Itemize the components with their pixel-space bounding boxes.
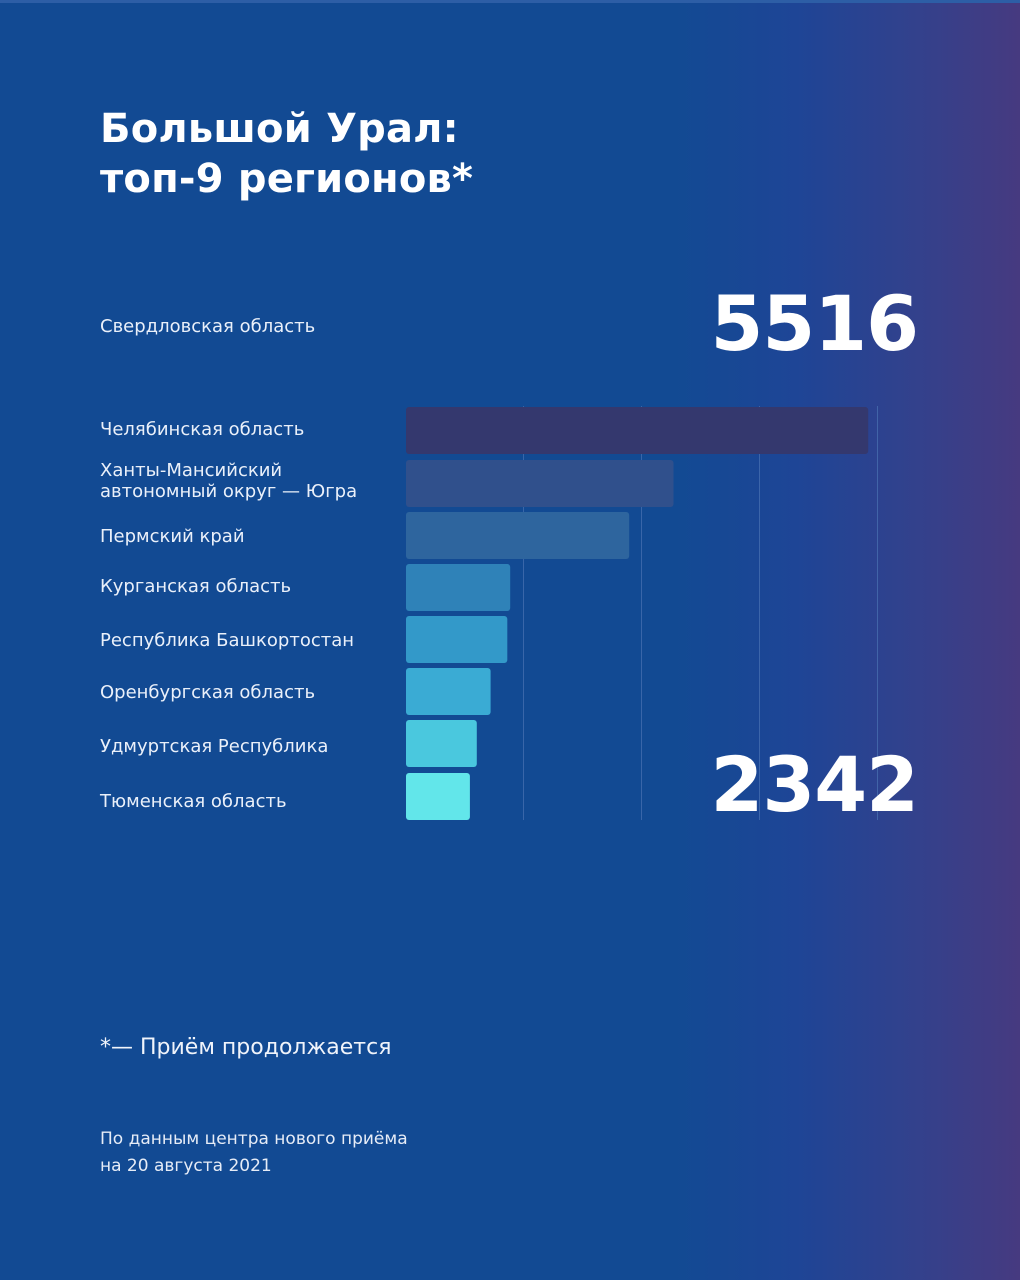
bar-6: [406, 668, 491, 715]
source-note: По данным центра нового приёма на 20 авг…: [100, 1126, 408, 1180]
bar-chart: [406, 406, 878, 820]
region-label-hmao-line-2: автономный округ — Югра: [100, 481, 358, 502]
top-border: [0, 0, 1020, 3]
big-number-2342: 2342: [710, 740, 919, 829]
bar-5: [406, 616, 508, 663]
region-label-kurgan: Курганская область: [100, 576, 292, 597]
title-line-2: топ-9 регионов*: [100, 156, 474, 202]
region-label-chelyabinsk: Челябинская область: [100, 419, 305, 440]
footnote: *— Приём продолжается: [100, 1035, 392, 1060]
source-line-2: на 20 августа 2021: [100, 1156, 272, 1176]
bar-1: [406, 407, 869, 454]
bar-2: [406, 460, 674, 507]
region-label-hmao-line-1: Ханты-Мансийский: [100, 460, 283, 481]
title-line-1: Большой Урал:: [100, 106, 459, 152]
bar-3: [406, 512, 630, 559]
region-label-bashkortostan: Республика Башкортостан: [100, 630, 355, 651]
bar-8: [406, 773, 470, 820]
source-line-1: По данным центра нового приёма: [100, 1129, 408, 1149]
big-number-5516: 5516: [710, 279, 919, 368]
region-label-orenburg: Оренбургская область: [100, 682, 316, 703]
bar-4: [406, 564, 511, 611]
region-label-perm: Пермский край: [100, 526, 245, 547]
page-title: Большой Урал: топ-9 регионов*: [100, 104, 700, 204]
region-label-sverdlovsk: Свердловская область: [100, 316, 316, 337]
region-label-udmurtia: Удмуртская Республика: [100, 736, 329, 757]
region-label-tyumen: Тюменская область: [100, 791, 287, 812]
bar-7: [406, 720, 477, 767]
region-label-hmao: Ханты-Мансийский автономный округ — Югра: [100, 460, 357, 502]
